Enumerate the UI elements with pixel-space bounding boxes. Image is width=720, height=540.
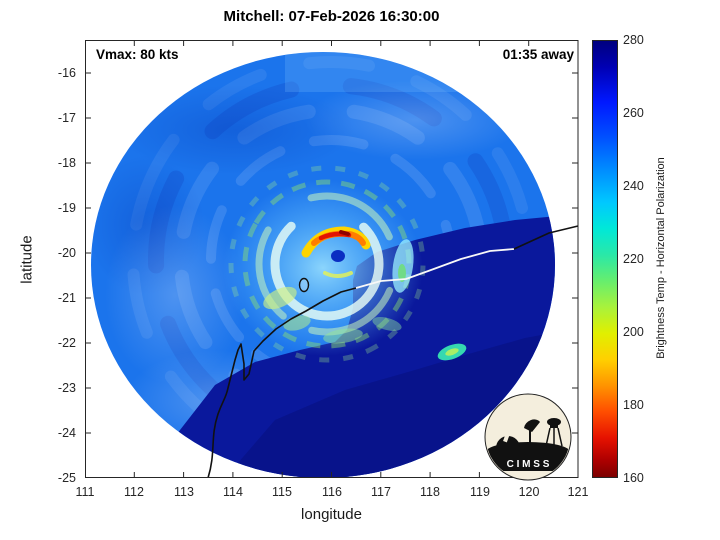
cimss-logo-art: C I M S S xyxy=(486,418,570,471)
chart-title: Mitchell: 07-Feb-2026 16:30:00 xyxy=(223,8,440,25)
x-tick-label: 112 xyxy=(124,485,144,499)
cimss-logo-text: C I M S S xyxy=(507,459,550,470)
y-tick-label: -18 xyxy=(57,156,76,170)
cimss-logo: C I M S S xyxy=(484,393,572,481)
x-tick-label: 116 xyxy=(322,485,342,499)
x-axis-label: longitude xyxy=(301,506,362,523)
y-tick-label: -24 xyxy=(57,426,76,440)
x-tick-label: 113 xyxy=(174,485,194,499)
vmax-annotation: Vmax: 80 kts xyxy=(96,47,179,62)
y-tick-label: -17 xyxy=(57,111,76,125)
convective-cell-core xyxy=(445,348,459,356)
coastline-east xyxy=(513,225,579,250)
colorbar-label: Brightness Temp - Horizontal Polarizatio… xyxy=(655,157,667,359)
x-tick-label: 121 xyxy=(567,485,589,499)
x-tick-label: 115 xyxy=(272,485,292,499)
storm-eye xyxy=(331,250,345,262)
x-tick-label: 118 xyxy=(420,485,440,499)
storm-core xyxy=(223,165,426,363)
colorbar-tick-label: 180 xyxy=(623,398,644,412)
colorbar-tick-label: 260 xyxy=(623,106,644,120)
y-axis-label: latitude xyxy=(18,235,36,284)
adjacent-scan-block xyxy=(285,52,470,92)
colorbar-tick-label: 200 xyxy=(623,325,644,339)
x-tick-label: 120 xyxy=(518,485,540,499)
x-tick-label: 114 xyxy=(223,485,243,499)
x-tick-label: 117 xyxy=(371,485,391,499)
coastline-over-warm-sector xyxy=(355,248,515,289)
colorbar xyxy=(592,40,618,478)
y-tick-label: -25 xyxy=(57,471,76,485)
barrow-island xyxy=(298,277,310,293)
time-away-annotation: 01:35 away xyxy=(502,47,574,62)
x-tick-label: 111 xyxy=(75,485,95,499)
coastline-south xyxy=(207,287,357,478)
y-tick-label: -21 xyxy=(57,291,76,305)
colorbar-tick-label: 160 xyxy=(623,471,644,485)
colorbar-tick-label: 240 xyxy=(623,179,644,193)
y-tick-label: -22 xyxy=(57,336,76,350)
colorbar-tick-label: 220 xyxy=(623,252,644,266)
y-tick-label: -19 xyxy=(57,201,76,215)
plot-border xyxy=(85,40,579,478)
y-tick-label: -16 xyxy=(57,66,76,80)
coastline xyxy=(207,225,579,478)
colorbar-tick-label: 280 xyxy=(623,33,644,47)
brightness-temp-map xyxy=(85,40,579,478)
x-tick-label: 119 xyxy=(470,485,490,499)
y-tick-label: -20 xyxy=(57,246,76,260)
eyewall-band xyxy=(301,226,371,278)
y-tick-label: -23 xyxy=(57,381,76,395)
